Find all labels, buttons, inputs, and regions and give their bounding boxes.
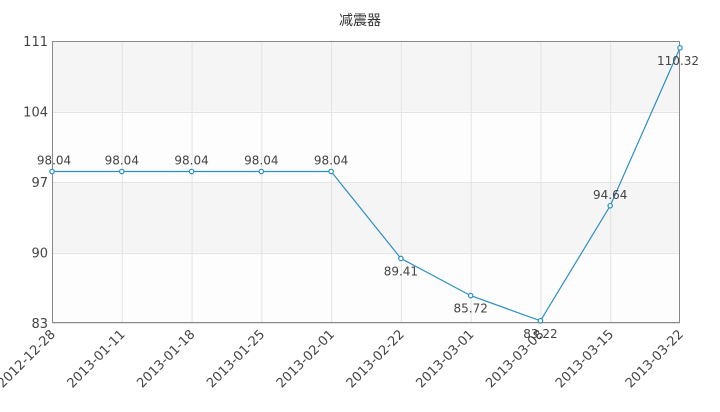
plot-band <box>52 182 680 253</box>
x-tick-label: 2013-01-18 <box>134 327 198 391</box>
plot-frame <box>52 41 680 323</box>
data-label: 98.04 <box>314 154 348 168</box>
x-tick-label: 2013-02-01 <box>274 327 338 391</box>
x-tick-label: 2012-12-28 <box>0 327 59 391</box>
y-tick-label: 111 <box>23 35 48 50</box>
plot-band <box>52 111 680 182</box>
plot-band <box>52 41 680 112</box>
x-tick-label: 2013-02-22 <box>344 327 408 391</box>
data-label: 98.04 <box>244 154 278 168</box>
data-point <box>258 168 265 175</box>
x-tick-label: 2013-03-22 <box>623 327 687 391</box>
data-label: 94.64 <box>593 188 627 202</box>
plot-band <box>52 252 680 323</box>
y-tick-label: 83 <box>31 317 48 332</box>
data-point <box>537 317 544 324</box>
data-label: 85.72 <box>453 302 487 316</box>
data-point <box>118 168 125 175</box>
y-tick-label: 104 <box>23 106 48 121</box>
data-point <box>49 168 55 175</box>
x-tick-label: 2013-03-15 <box>553 327 617 391</box>
data-point <box>467 292 474 299</box>
data-label: 89.41 <box>384 264 418 278</box>
data-label: 98.04 <box>174 154 208 168</box>
x-tick-label: 2013-01-25 <box>204 327 268 391</box>
data-label: 98.04 <box>105 154 139 168</box>
y-tick-label: 90 <box>31 247 48 262</box>
x-tick-label: 2013-03-01 <box>413 327 477 391</box>
data-point <box>188 168 195 175</box>
data-point <box>328 168 334 175</box>
data-label: 98.04 <box>37 154 71 168</box>
y-tick-label: 97 <box>31 176 48 191</box>
data-point <box>398 255 404 262</box>
series-line <box>52 47 681 322</box>
data-label: 83.22 <box>523 327 557 341</box>
chart-title: 减震器 <box>339 13 381 29</box>
data-point <box>607 202 614 209</box>
x-tick-label: 2013-01-11 <box>65 327 129 391</box>
data-point <box>677 45 683 51</box>
data-label: 110.32 <box>657 54 699 68</box>
